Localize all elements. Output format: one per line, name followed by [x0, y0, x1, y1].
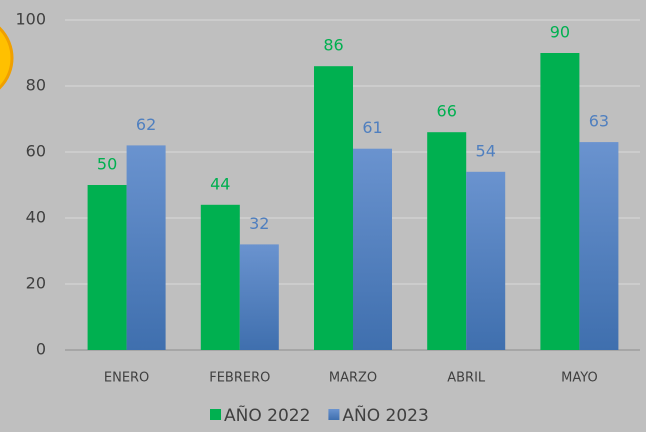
bar [87, 185, 127, 350]
data-label: 63 [589, 112, 609, 131]
y-tick-label: 40 [26, 208, 46, 227]
bar [353, 148, 392, 350]
y-tick-label: 60 [26, 142, 46, 161]
bar [200, 204, 240, 350]
legend-swatch [210, 409, 221, 420]
bar [540, 53, 580, 350]
bar [239, 244, 279, 350]
x-tick-label: MARZO [329, 371, 377, 386]
y-tick-label: 80 [26, 76, 46, 95]
x-tick-label: ENERO [104, 371, 149, 386]
decoration-circle [0, 26, 14, 90]
y-tick-label: 0 [36, 340, 46, 359]
data-label: 61 [362, 118, 382, 137]
bar [579, 142, 619, 350]
bar [126, 145, 166, 350]
x-tick-label: FEBRERO [209, 371, 270, 386]
y-tick-label: 100 [15, 10, 46, 29]
x-tick-label: MAYO [561, 371, 598, 386]
data-label: 62 [136, 115, 156, 134]
bar [466, 171, 506, 350]
x-tick-label: ABRIL [447, 371, 486, 386]
legend-swatch [328, 409, 340, 420]
y-tick-label: 20 [26, 274, 46, 293]
legend-label: AÑO 2023 [342, 404, 428, 426]
data-label: 66 [437, 102, 457, 121]
data-label: 44 [210, 174, 230, 193]
data-label: 54 [476, 141, 496, 160]
data-label: 90 [550, 23, 570, 42]
data-label: 32 [249, 214, 269, 233]
bar [314, 66, 353, 350]
data-label: 50 [97, 155, 117, 174]
data-label: 86 [323, 36, 343, 55]
legend-label: AÑO 2022 [224, 404, 310, 426]
bar [427, 132, 467, 350]
